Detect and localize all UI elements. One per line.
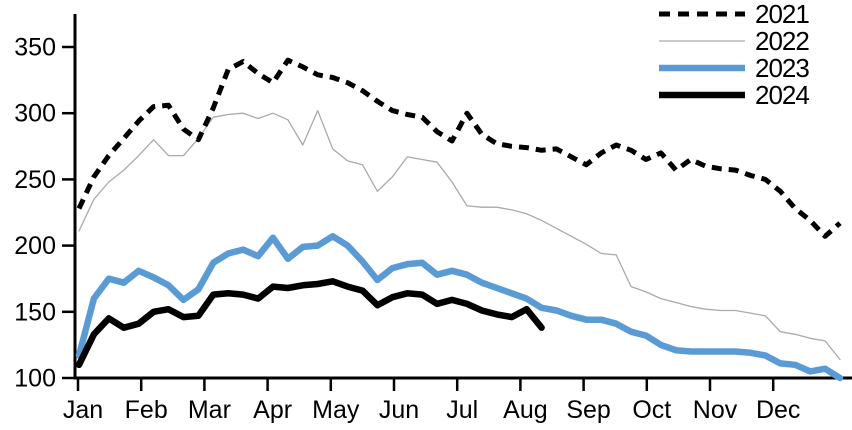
svg-text:Nov: Nov — [693, 396, 738, 424]
legend-entry-2024: 2024 — [658, 79, 810, 110]
svg-text:May: May — [312, 396, 360, 424]
svg-text:Oct: Oct — [632, 396, 671, 424]
svg-text:250: 250 — [14, 166, 56, 194]
svg-text:Dec: Dec — [756, 396, 800, 424]
legend-entry-2021: 2021 — [658, 0, 810, 29]
legend-entry-2022: 2022 — [658, 25, 810, 56]
legend-label-2021: 2021 — [755, 0, 810, 29]
legend-line-2023-icon — [659, 64, 745, 71]
svg-text:150: 150 — [14, 298, 56, 326]
svg-text:100: 100 — [14, 365, 56, 393]
legend-label-2023: 2023 — [755, 52, 810, 83]
legend-label-2022: 2022 — [755, 25, 810, 56]
svg-text:350: 350 — [14, 34, 56, 62]
legend-label-2024: 2024 — [755, 79, 810, 110]
legend-line-2021-icon — [659, 11, 745, 16]
legend: 2021 2022 2023 2024 — [658, 0, 810, 110]
legend-line-2024-icon — [659, 91, 745, 98]
legend-line-2022-icon — [659, 39, 745, 42]
svg-text:Aug: Aug — [503, 396, 547, 424]
svg-text:Jun: Jun — [379, 396, 419, 424]
svg-text:Sep: Sep — [566, 396, 610, 424]
svg-text:Mar: Mar — [188, 396, 231, 424]
svg-text:Jul: Jul — [446, 396, 478, 424]
svg-text:200: 200 — [14, 232, 56, 260]
svg-text:Feb: Feb — [125, 396, 168, 424]
legend-entry-2023: 2023 — [658, 52, 810, 83]
svg-text:Apr: Apr — [253, 396, 292, 424]
svg-text:300: 300 — [14, 100, 56, 128]
svg-text:Jan: Jan — [63, 396, 103, 424]
